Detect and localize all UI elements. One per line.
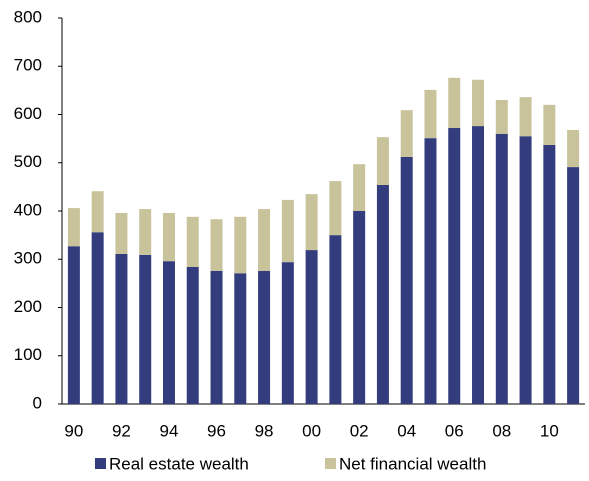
bar-segment <box>139 209 152 255</box>
bar-segment <box>472 126 485 404</box>
x-tick-label: 02 <box>350 421 369 440</box>
bar-segment <box>376 137 389 185</box>
x-tick-label: 08 <box>492 421 511 440</box>
bar-segment <box>448 128 461 404</box>
bar-segment <box>329 181 342 236</box>
bar-segment <box>115 212 128 254</box>
bar-segment <box>234 273 247 404</box>
bar-segment <box>305 250 318 404</box>
bar-segment <box>472 79 485 127</box>
bar-segment <box>210 270 223 404</box>
bar-segment <box>567 129 580 168</box>
legend-swatch <box>325 458 336 469</box>
bar-segment <box>91 232 104 404</box>
bar-segment <box>448 77 461 129</box>
x-tick-label: 06 <box>445 421 464 440</box>
bar-segment <box>376 184 389 404</box>
y-tick-label: 800 <box>14 7 42 26</box>
bar-segment <box>258 270 271 404</box>
bar-segment <box>91 191 104 233</box>
bar-segment <box>543 104 556 145</box>
bar-segment <box>186 266 199 404</box>
y-tick-label: 600 <box>14 104 42 123</box>
bar-segment <box>495 133 508 405</box>
bar-segment <box>210 219 223 271</box>
bar-segment <box>139 254 152 404</box>
y-tick-label: 200 <box>14 297 42 316</box>
bar-segment <box>424 138 437 404</box>
y-tick-label: 700 <box>14 56 42 75</box>
bar-segment <box>543 144 556 404</box>
x-tick-label: 00 <box>302 421 321 440</box>
bar-segment <box>186 216 199 267</box>
bar-segment <box>424 89 437 139</box>
y-tick-label: 500 <box>14 152 42 171</box>
bar-segment <box>281 262 294 404</box>
bar-segment <box>400 110 413 157</box>
bar-segment <box>162 212 175 262</box>
bar-segment <box>162 261 175 404</box>
bar-segment <box>353 164 366 211</box>
x-tick-label: 94 <box>160 421 179 440</box>
y-tick-label: 100 <box>14 345 42 364</box>
bar-segment <box>519 97 532 137</box>
x-tick-label: 04 <box>397 421 416 440</box>
bar-segment <box>400 156 413 404</box>
bar-segment <box>67 208 80 247</box>
bar-segment <box>353 211 366 404</box>
x-tick-label: 98 <box>255 421 274 440</box>
bar-segment <box>305 194 318 251</box>
bar-segment <box>567 167 580 404</box>
bar-segment <box>495 100 508 134</box>
legend-label: Real estate wealth <box>109 454 249 473</box>
x-tick-label: 90 <box>64 421 83 440</box>
x-tick-label: 96 <box>207 421 226 440</box>
y-tick-label: 400 <box>14 200 42 219</box>
bar-segment <box>234 216 247 274</box>
bar-segment <box>329 235 342 404</box>
bar-segment <box>519 136 532 404</box>
x-tick-label: 92 <box>112 421 131 440</box>
x-tick-label: 10 <box>540 421 559 440</box>
legend-swatch <box>95 458 106 469</box>
legend-label: Net financial wealth <box>339 454 486 473</box>
y-tick-label: 300 <box>14 249 42 268</box>
bar-segment <box>258 209 271 271</box>
bar-segment <box>115 253 128 404</box>
bar-segment <box>281 199 294 263</box>
bar-segment <box>67 246 80 404</box>
y-tick-label: 0 <box>33 393 42 412</box>
